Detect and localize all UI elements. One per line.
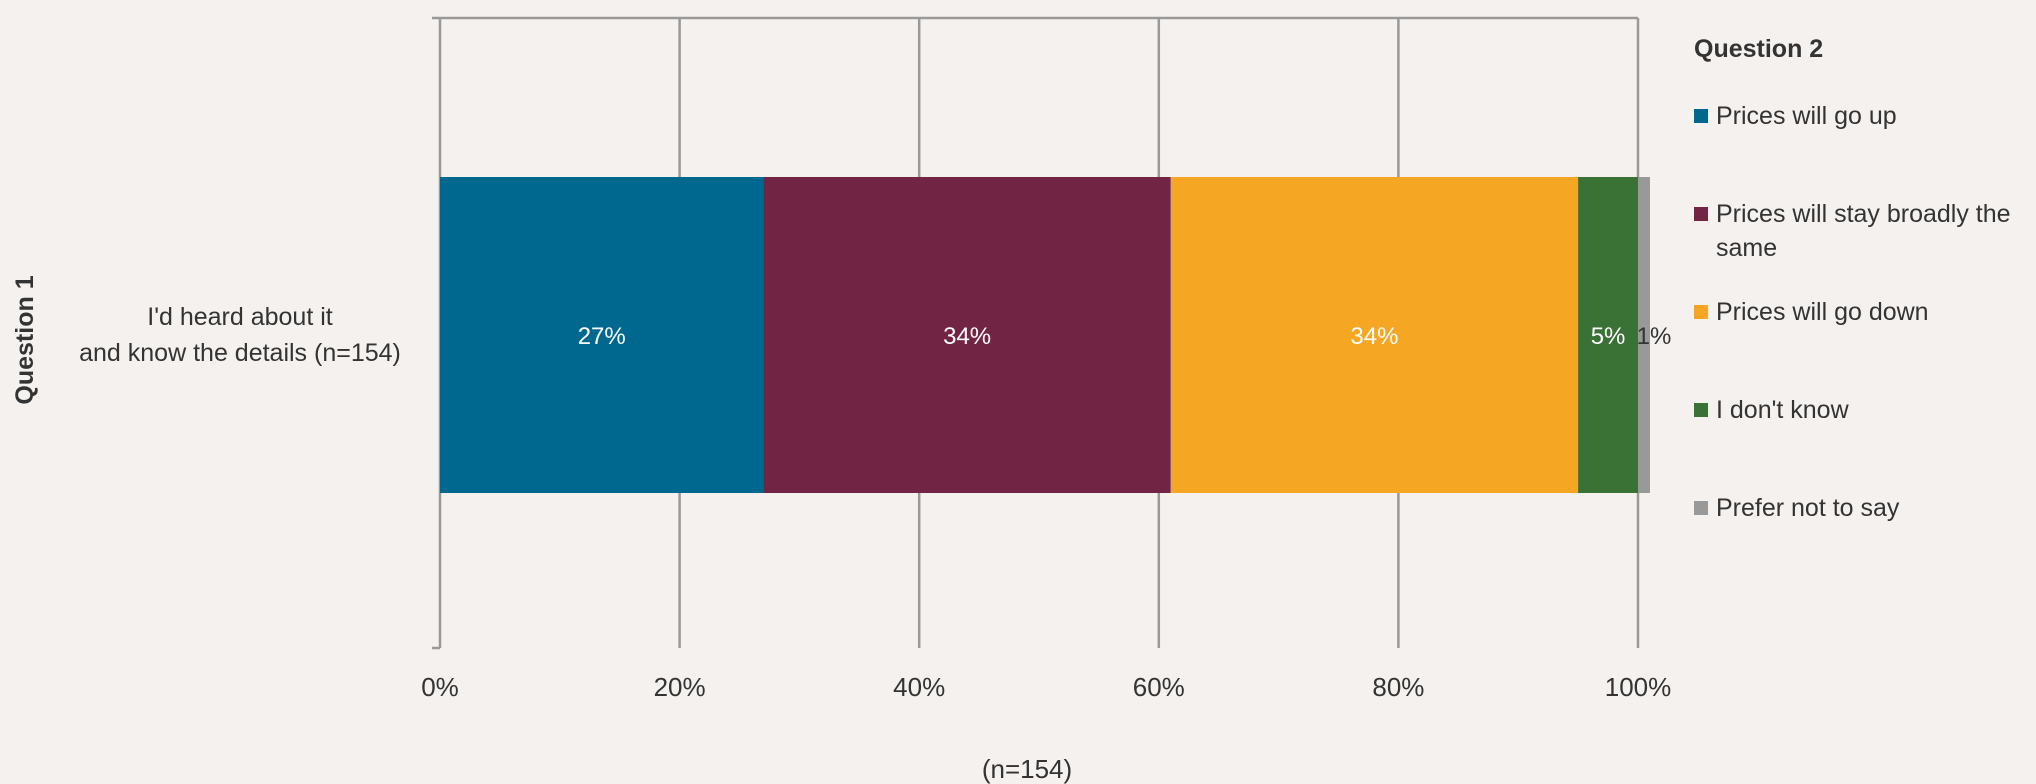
bar-data-label: 5%: [1591, 323, 1626, 350]
legend-entry: Prefer not to say: [1716, 494, 1900, 522]
x-tick-label: 100%: [1605, 672, 1672, 702]
legend-entry: Prices will stay broadly the same: [1716, 200, 2011, 262]
bar-segment: [440, 177, 764, 493]
bar-data-label: 34%: [1350, 323, 1398, 350]
legend-entry: Prices will go down: [1716, 298, 1929, 326]
legend-entry: I don't know: [1716, 396, 1850, 424]
x-axis-title: (n=154): [982, 754, 1072, 784]
bar-segment: [1170, 177, 1579, 493]
axes: 0% 20% 40% 60% 80% 100%: [421, 16, 1672, 702]
category-labels: I'd heard about it and know the details (…: [79, 303, 401, 367]
category-label: I'd heard about it and know the details (…: [79, 303, 401, 367]
bar-data-label: 1%: [1637, 323, 1672, 350]
bar-segment: [1578, 177, 1638, 493]
y-axis-title: Question 1: [11, 275, 39, 404]
bars: [440, 177, 1650, 493]
bar-data-label: 27%: [578, 323, 626, 350]
legend-swatch: [1694, 501, 1708, 515]
legend-swatch: [1694, 305, 1708, 319]
legend-title: Question 2: [1694, 35, 1823, 63]
bar-segment: [1638, 177, 1650, 493]
x-tick-label: 0%: [421, 672, 459, 702]
legend-swatch: [1694, 109, 1708, 123]
x-tick-label: 60%: [1133, 672, 1185, 702]
bar-data-label: 34%: [943, 323, 991, 350]
bar-segment: [763, 177, 1171, 493]
x-tick-label: 80%: [1372, 672, 1424, 702]
legend-swatch: [1694, 207, 1708, 221]
x-tick-label: 40%: [893, 672, 945, 702]
legend: Question 2 Prices will go up Prices will …: [1694, 35, 2011, 522]
data-labels: 27% 34% 34% 5% 1%: [578, 323, 1672, 350]
legend-swatch: [1694, 403, 1708, 417]
legend-entry: Prices will go up: [1716, 102, 1897, 130]
x-tick-label: 20%: [654, 672, 706, 702]
